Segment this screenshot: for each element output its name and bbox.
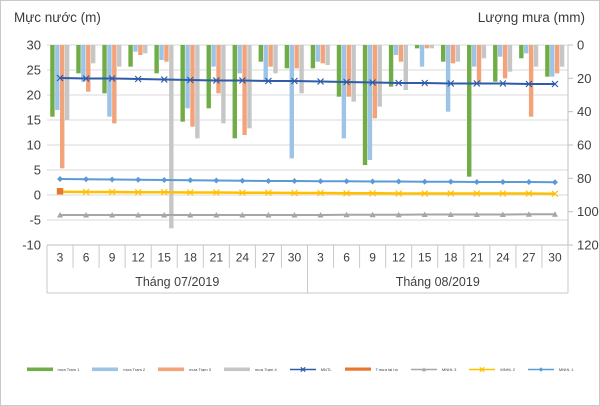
line-series-2 xyxy=(57,176,558,186)
legend-label: mưa Trạm 4 xyxy=(254,366,277,372)
legend-swatch xyxy=(289,366,316,372)
month-label: Tháng 08/2019 xyxy=(396,275,480,289)
day-tick-label: 15 xyxy=(158,251,172,265)
legend-item-1: mưa Trạm 1 xyxy=(26,365,80,374)
left-axis-tick: 20 xyxy=(27,88,41,103)
legend-label: T.mưa tại hồ xyxy=(375,366,398,372)
day-tick-label: 6 xyxy=(83,251,90,265)
legend-label: mưa Trạm 3 xyxy=(189,366,211,372)
line-series-3 xyxy=(56,188,559,198)
legend-swatch xyxy=(223,367,250,371)
right-axis-tick: 60 xyxy=(577,138,591,153)
left-axis-tick: -5 xyxy=(29,213,41,228)
day-tick-label: 27 xyxy=(522,251,536,265)
right-axis-tick: 80 xyxy=(577,171,591,186)
right-axis-title: Lượng mưa (mm) xyxy=(477,10,585,25)
legend-item-7: MNHL 3 xyxy=(410,365,457,374)
bar-series-3 xyxy=(60,45,560,169)
legend-label: MNHL 2 xyxy=(500,366,515,372)
category-axis-table: 3 6 9 12 15 18 21 24 27 30 Tháng 07/2019 3 6 9 12 15 18 2… xyxy=(46,245,569,294)
day-tick-label: 3 xyxy=(317,251,324,265)
month-label: Tháng 07/2019 xyxy=(135,275,219,289)
legend-label: mưa Trạm 1 xyxy=(57,366,80,372)
legend-item-9: MNHL 1 xyxy=(527,365,574,374)
legend: mưa Trạm 1 mưa Trạm 2 mưa Trạm 3 mưa Trạm 4… xyxy=(1,362,599,376)
chart-canvas: 0 20 40 60 80 100 120 30 25 20 15 10 5 0 -5 -10 3 6 9 12 15 1… xyxy=(22,38,599,294)
legend-item-3: mưa Trạm 3 xyxy=(158,365,211,374)
left-axis-tick: -10 xyxy=(22,238,41,253)
day-tick-label: 9 xyxy=(109,251,116,265)
legend-swatch xyxy=(527,366,554,372)
day-tick-label: 12 xyxy=(131,251,145,265)
day-tick-label: 18 xyxy=(444,251,458,265)
line-series-1 xyxy=(56,74,559,88)
legend-label: MNTL xyxy=(320,366,332,372)
bar-series-1 xyxy=(50,45,550,177)
legend-swatch xyxy=(410,366,437,371)
left-axis-title: Mực nước (m) xyxy=(14,10,101,25)
left-axis-tick: 15 xyxy=(27,113,41,128)
left-axis-tick: 0 xyxy=(34,188,41,203)
day-tick-label: 27 xyxy=(262,251,276,265)
day-tick-label: 30 xyxy=(548,251,562,265)
right-axis-tick: 100 xyxy=(577,204,599,219)
bar-series-4 xyxy=(64,45,565,229)
left-axis-tick: 10 xyxy=(27,138,41,153)
line-series-4 xyxy=(57,211,558,218)
left-axis-tick: 5 xyxy=(34,163,41,178)
day-tick-label: 21 xyxy=(470,251,484,265)
left-axis-tick: 30 xyxy=(27,38,41,53)
day-tick-label: 21 xyxy=(210,251,224,265)
day-tick-label: 30 xyxy=(288,251,302,265)
bar-series-2 xyxy=(55,45,555,160)
day-tick-label: 6 xyxy=(343,251,350,265)
right-axis-tick: 120 xyxy=(577,238,599,253)
legend-swatch xyxy=(344,367,371,371)
day-tick-label: 18 xyxy=(184,251,198,265)
legend-item-8: MNHL 2 xyxy=(469,365,515,374)
day-tick-label: 24 xyxy=(496,251,510,265)
day-tick-label: 3 xyxy=(57,251,64,265)
right-axis-tick: 0 xyxy=(577,38,584,53)
legend-item-4: mưa Trạm 4 xyxy=(223,365,277,374)
legend-item-2: mưa Trạm 2 xyxy=(92,365,145,374)
legend-swatch xyxy=(26,367,53,371)
day-tick-label: 12 xyxy=(392,251,406,265)
legend-label: MNHL 3 xyxy=(441,366,457,372)
legend-label: mưa Trạm 2 xyxy=(123,366,146,372)
left-axis-tick: 25 xyxy=(27,63,41,78)
right-axis-tick: 20 xyxy=(577,71,591,86)
legend-item-6: T.mưa tại hồ xyxy=(344,365,398,374)
left-axis: 30 25 20 15 10 5 0 -5 -10 xyxy=(22,38,41,253)
legend-item-5: MNTL xyxy=(289,365,332,374)
legend-swatch xyxy=(158,367,185,371)
legend-label: MNHL 1 xyxy=(558,366,574,372)
day-tick-label: 15 xyxy=(418,251,432,265)
legend-swatch xyxy=(92,367,119,371)
right-axis: 0 20 40 60 80 100 120 xyxy=(567,38,599,293)
day-tick-label: 9 xyxy=(369,251,376,265)
right-axis-tick: 40 xyxy=(577,104,591,119)
legend-swatch xyxy=(469,366,496,372)
point-series xyxy=(56,188,64,195)
day-tick-label: 24 xyxy=(236,251,250,265)
